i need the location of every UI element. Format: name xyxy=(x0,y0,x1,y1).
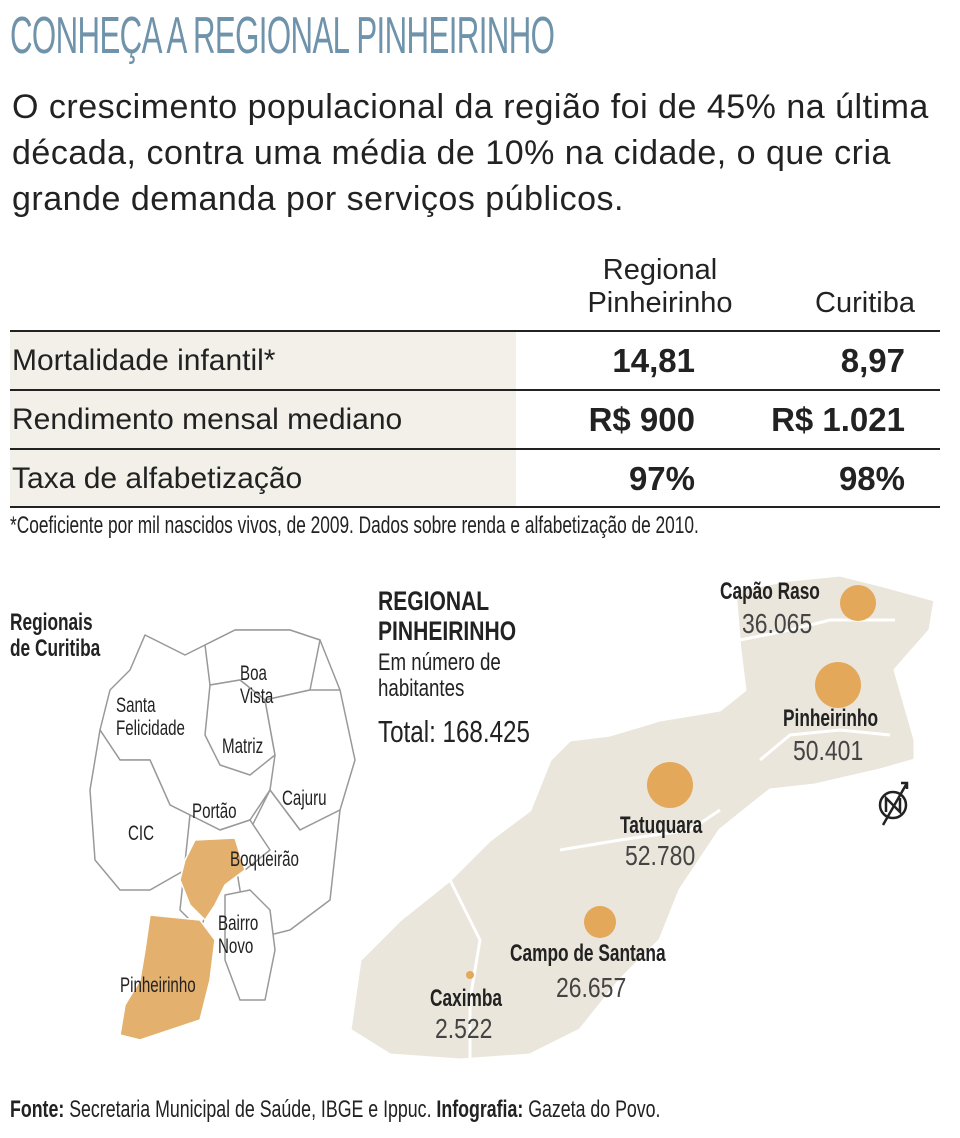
region-label: Santa Felicidade xyxy=(116,694,196,740)
region-label-text: Boa Vista xyxy=(240,662,274,708)
district-name-text: Pinheirinho xyxy=(783,705,879,732)
district-population-text: 36.065 xyxy=(742,608,813,639)
row-label: Rendimento mensal mediano xyxy=(10,391,516,448)
region-label: Bairro Novo xyxy=(218,912,278,958)
regional-outline xyxy=(348,573,937,1062)
dot-capao-raso xyxy=(840,585,876,621)
row-label: Mortalidade infantil* xyxy=(10,332,516,389)
locator-title: Regionais de Curitiba xyxy=(10,610,150,662)
district-name: Tatuquara xyxy=(620,812,734,840)
dot-pinheirinho xyxy=(815,662,861,708)
region-label: Portão xyxy=(192,800,262,823)
district-population: 50.401 xyxy=(793,735,879,767)
region-label-text: CIC xyxy=(128,822,155,845)
cell-value: 98% xyxy=(838,460,905,497)
footnote: *Coeficiente por mil nascidos vivos, de … xyxy=(10,512,960,540)
region-label: Matriz xyxy=(222,735,292,758)
table-row: Mortalidade infantil* 14,81 8,97 xyxy=(10,330,940,389)
district-name: Capão Raso xyxy=(720,578,859,606)
region-label-text: Matriz xyxy=(222,735,264,758)
region-label: Boqueirão xyxy=(230,848,320,871)
regional-total-text: Total: 168.425 xyxy=(378,714,530,749)
region-label: Pinheirinho xyxy=(120,974,220,997)
district-name: Pinheirinho xyxy=(783,705,915,733)
region-label-text: Boqueirão xyxy=(230,848,299,871)
district-population-text: 2.522 xyxy=(435,1013,493,1044)
region-label-text: Santa Felicidade xyxy=(116,694,185,740)
region-label-text: Pinheirinho xyxy=(120,974,196,997)
maps xyxy=(89,573,937,1062)
district-population-text: 50.401 xyxy=(793,735,864,766)
district-dots xyxy=(466,585,876,979)
footnote-text: *Coeficiente por mil nascidos vivos, de … xyxy=(10,512,699,539)
boundary xyxy=(448,879,482,1060)
district-name-text: Campo de Santana xyxy=(510,940,666,967)
cell-value: 97% xyxy=(628,460,695,497)
district-population: 52.780 xyxy=(625,840,711,872)
locator-title-text: Regionais de Curitiba xyxy=(10,609,101,662)
region-label-text: Bairro Novo xyxy=(218,912,259,958)
region-label: Cajuru xyxy=(282,787,352,810)
regional-total: Total: 168.425 xyxy=(378,714,573,750)
source: Fonte: Secretaria Municipal de Saúde, IB… xyxy=(10,1096,889,1124)
region-matriz xyxy=(204,679,276,776)
regional-title-text: REGIONAL PINHEIRINHO xyxy=(378,586,517,646)
column-header: Regional Pinheirinho xyxy=(587,254,733,319)
dot-campo-de-santana xyxy=(584,906,616,938)
dot-caximba xyxy=(466,971,474,979)
district-name-text: Caximba xyxy=(430,985,503,1012)
district-name-text: Tatuquara xyxy=(620,812,703,839)
credit-text: Gazeta do Povo. xyxy=(528,1096,661,1123)
district-name: Caximba xyxy=(430,985,530,1013)
dot-tatuquara xyxy=(647,762,693,808)
table-bottom-rule xyxy=(10,506,940,508)
highlight-pinheirinho xyxy=(119,837,246,1041)
cell-value: R$ 900 xyxy=(588,401,695,438)
region-bairro-novo xyxy=(224,889,276,1001)
regional-title: REGIONAL PINHEIRINHO xyxy=(378,586,578,646)
regional-subtitle: Em número de habitantes xyxy=(378,650,598,702)
district-name-text: Capão Raso xyxy=(720,578,820,605)
table-row: Taxa de alfabetização 97% 98% xyxy=(10,448,940,507)
table-row: Rendimento mensal mediano R$ 900 R$ 1.021 xyxy=(10,389,940,448)
region-label-text: Portão xyxy=(192,800,237,823)
region-label: Boa Vista xyxy=(240,662,320,708)
district-population-text: 26.657 xyxy=(556,972,627,1003)
district-population: 36.065 xyxy=(742,608,828,640)
title-text: CONHEÇA A REGIONAL PINHEIRINHO xyxy=(10,7,555,65)
source-label: Fonte: xyxy=(10,1096,65,1123)
subtitle: O crescimento populacional da região foi… xyxy=(12,88,929,218)
district-population: 2.522 xyxy=(435,1013,505,1045)
region-label: CIC xyxy=(128,822,168,845)
title: CONHEÇA A REGIONAL PINHEIRINHO xyxy=(10,6,917,66)
boundary xyxy=(559,808,721,852)
cell-value: 8,97 xyxy=(840,342,905,379)
region-label-text: Cajuru xyxy=(282,787,327,810)
boundary xyxy=(759,728,891,762)
cell-value: 14,81 xyxy=(612,342,695,379)
cell-value: R$ 1.021 xyxy=(771,401,905,438)
row-label: Taxa de alfabetização xyxy=(10,450,516,507)
district-population-text: 52.780 xyxy=(625,840,696,871)
source-text: Secretaria Municipal de Saúde, IBGE e Ip… xyxy=(69,1096,432,1123)
column-header: Curitiba xyxy=(815,287,915,319)
north-arrow xyxy=(878,781,909,826)
district-population: 26.657 xyxy=(556,972,642,1004)
credit-label: Infografia: xyxy=(436,1096,524,1123)
regional-subtitle-text: Em número de habitantes xyxy=(378,649,501,702)
district-name: Campo de Santana xyxy=(510,940,726,968)
